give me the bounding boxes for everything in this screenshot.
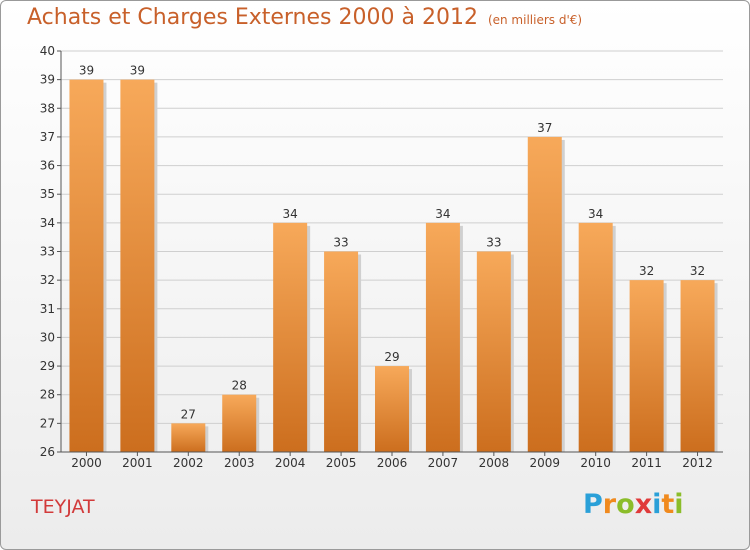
y-tick-label: 29 [40,359,55,373]
data-label: 34 [435,207,450,221]
bar [527,136,562,452]
bar [324,251,359,452]
logo-letter: i [674,489,684,520]
bars [69,79,718,453]
y-tick-label: 30 [40,330,55,344]
bar [222,394,257,452]
logo-letter: i [652,489,662,520]
data-label: 27 [181,407,196,421]
y-tick-label: 38 [40,101,55,115]
axes: 26 27 28 29 30 31 32 33 34 35 36 37 38 39 40 2000 2001 20… [40,44,723,470]
logo-letter: t [661,489,675,520]
data-labels: 39 39 27 28 34 33 29 34 33 37 34 32 32 [79,64,705,422]
x-tick-label: 2011 [631,456,662,470]
chart-title-block: Achats et Charges Externes 2000 à 2012 (e… [27,5,582,30]
x-tick-label: 2006 [377,456,408,470]
y-tick-label: 35 [40,187,55,201]
bar [120,79,155,453]
proxiti-logo[interactable]: Proxiti [583,489,684,520]
x-tick-label: 2003 [224,456,255,470]
x-tick-label: 2000 [71,456,102,470]
y-tick-label: 33 [40,245,55,259]
x-tick-label: 2012 [682,456,713,470]
data-label: 32 [639,264,654,278]
y-tick-label: 34 [40,216,55,230]
logo-letter: r [602,489,617,520]
y-tick-label: 36 [40,159,55,173]
logo-letter: P [583,489,603,520]
x-tick-label: 2002 [173,456,204,470]
data-label: 33 [333,236,348,250]
bar [578,222,613,452]
bar [425,222,460,452]
x-tick-label: 2007 [428,456,459,470]
bar [476,251,511,452]
x-tick-label: 2010 [580,456,611,470]
x-tick-label: 2005 [326,456,357,470]
data-label: 39 [79,64,94,78]
data-label: 33 [486,236,501,250]
data-label: 37 [537,121,552,135]
logo-letter: o [616,489,635,520]
x-tick-label: 2001 [122,456,153,470]
data-label: 34 [283,207,298,221]
x-tick-label: 2008 [479,456,510,470]
x-tick-label: 2009 [529,456,560,470]
data-label: 34 [588,207,603,221]
bar [69,79,104,453]
data-label: 32 [690,264,705,278]
y-tick-label: 26 [40,445,55,459]
y-tick-label: 40 [40,44,55,58]
data-label: 29 [384,350,399,364]
y-tick-label: 37 [40,130,55,144]
y-tick-label: 28 [40,388,55,402]
bar [273,222,308,452]
commune-name: TEYJAT [31,496,95,518]
bar [171,423,206,452]
y-tick-label: 39 [40,73,55,87]
x-tick-label: 2004 [275,456,306,470]
data-label: 39 [130,64,145,78]
bar [375,366,409,452]
bar [680,280,715,452]
y-tick-label: 27 [40,416,55,430]
logo-letter: x [634,489,653,520]
chart-subtitle: (en milliers d'€) [487,13,583,27]
y-tick-label: 32 [40,273,55,287]
data-label: 28 [232,379,247,393]
bar [629,280,664,452]
chart-title: Achats et Charges Externes 2000 à 2012 [27,5,478,30]
y-tick-label: 31 [40,302,55,316]
